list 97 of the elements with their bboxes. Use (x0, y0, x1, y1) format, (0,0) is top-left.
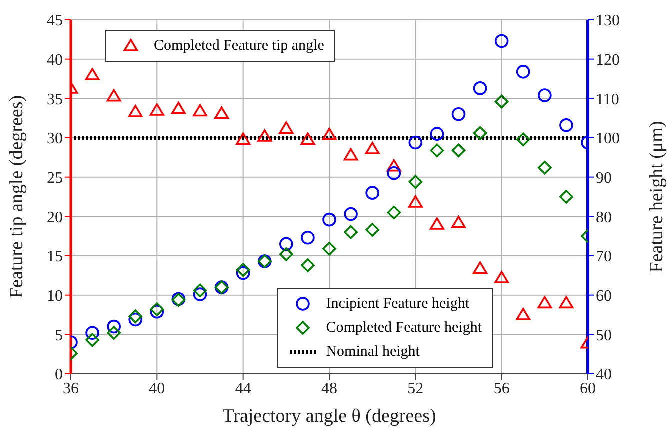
point (86, 333, 100, 348)
point (128, 105, 143, 118)
point (408, 175, 423, 189)
point (516, 132, 530, 146)
point (430, 127, 444, 141)
point (322, 242, 336, 256)
point (408, 136, 423, 150)
point (150, 302, 164, 316)
y-tick-label: 5 (55, 327, 63, 344)
point (473, 82, 488, 96)
y2-tick-label: 50 (596, 327, 612, 344)
y2-tick-label: 90 (596, 170, 612, 188)
point (473, 262, 488, 274)
point (236, 132, 251, 145)
y2-tick-label: 40 (596, 366, 612, 384)
y2-tick-label: 110 (596, 91, 620, 108)
y-tick-label: 10 (47, 288, 63, 306)
point (322, 212, 336, 227)
point (494, 271, 510, 284)
point (559, 296, 574, 309)
point (560, 190, 574, 204)
point (236, 266, 250, 280)
point (280, 248, 294, 262)
point (128, 310, 143, 324)
x-tick-label: 56 (494, 380, 510, 398)
point (150, 104, 164, 116)
y2-tick-label: 60 (596, 288, 612, 306)
y-axis-title: Feature tip angle (degrees) (6, 95, 28, 299)
point (301, 258, 315, 272)
point (366, 223, 380, 237)
y2-tick-label: 80 (596, 209, 612, 226)
x-tick-label: 36 (63, 380, 79, 398)
legend-label: Completed Feature tip angle (154, 38, 324, 54)
point (387, 206, 402, 220)
y-tick-label: 25 (47, 170, 63, 188)
point (214, 106, 229, 120)
x-axis-title: Trajectory angle θ (degrees) (222, 406, 436, 427)
point (236, 263, 250, 278)
point (452, 144, 466, 158)
x-tick-label: 60 (580, 380, 596, 398)
x-tick-label: 44 (235, 380, 252, 398)
point (365, 142, 380, 154)
point (473, 126, 488, 140)
y-tick-label: 15 (47, 248, 63, 266)
y2-axis-title: Feature height (μm) (646, 121, 667, 273)
legend-label: Completed Feature height (326, 320, 482, 336)
point (86, 326, 100, 340)
point (193, 104, 208, 117)
point (452, 108, 466, 122)
point (300, 132, 316, 145)
point (344, 226, 358, 240)
point (258, 130, 272, 142)
point (430, 218, 444, 230)
y2-tick-label: 100 (596, 130, 620, 148)
point (172, 102, 186, 114)
point (193, 288, 208, 302)
point (85, 68, 100, 80)
point (386, 159, 402, 172)
y2-tick-label: 130 (596, 12, 620, 30)
point (516, 308, 531, 320)
point (107, 326, 121, 340)
point (193, 284, 208, 298)
x-tick-label: 48 (322, 380, 338, 398)
point (344, 148, 358, 161)
point (430, 144, 444, 158)
y2-tick-label: 120 (596, 52, 620, 70)
y-tick-label: 0 (55, 366, 63, 384)
point (106, 89, 122, 102)
point (538, 88, 552, 102)
y-tick-label: 35 (47, 91, 63, 108)
point (387, 166, 402, 180)
y2-tick-label: 70 (596, 248, 612, 266)
point (344, 207, 358, 222)
point (560, 118, 574, 132)
x-tick-label: 52 (408, 380, 424, 398)
point (538, 296, 552, 309)
point (279, 122, 294, 134)
point (366, 186, 380, 200)
legend-label: Nominal height (326, 344, 420, 360)
point (128, 312, 143, 327)
y-tick-label: 20 (47, 209, 63, 226)
point (322, 128, 337, 140)
point (452, 216, 466, 228)
legend-label: Incipient Feature height (326, 296, 470, 312)
x-tick-label: 40 (149, 380, 166, 398)
y-tick-label: 45 (47, 12, 63, 30)
point (301, 231, 315, 245)
point (494, 34, 509, 48)
point (107, 320, 121, 334)
point (408, 196, 423, 208)
point (516, 65, 530, 79)
point (280, 237, 294, 252)
point (538, 160, 552, 175)
y-tick-label: 40 (47, 52, 63, 70)
point (494, 94, 509, 109)
point (150, 304, 164, 319)
y-tick-label: 30 (47, 130, 63, 148)
